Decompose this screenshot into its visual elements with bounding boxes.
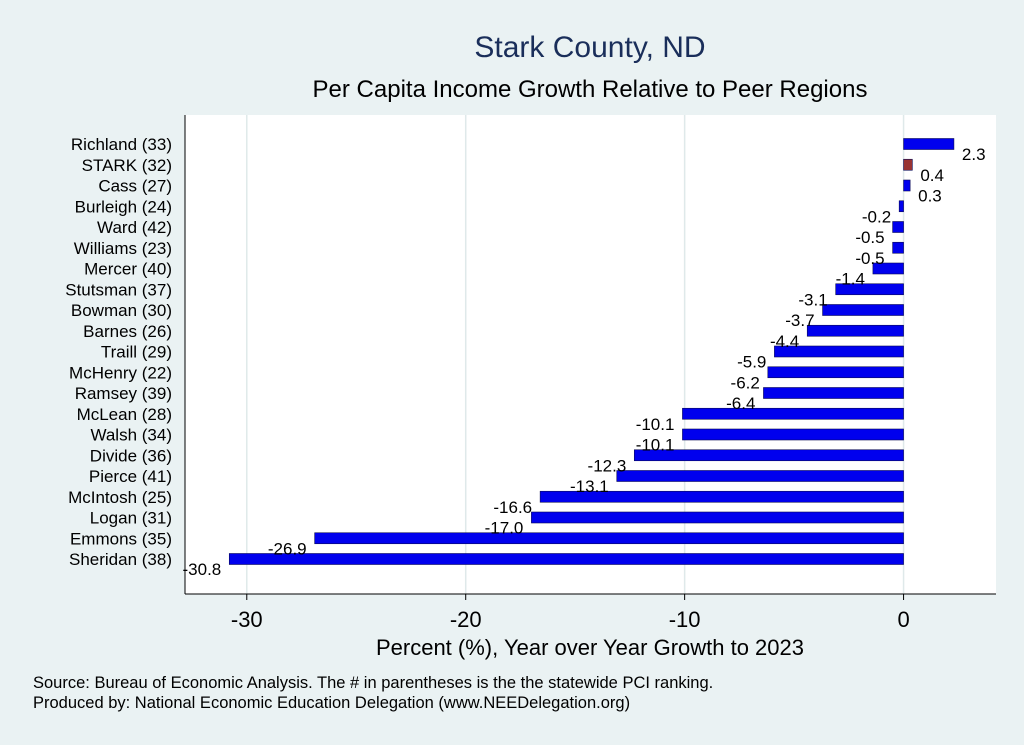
bar [806, 324, 904, 337]
category-label: Walsh (34) [90, 426, 172, 445]
category-label: Ward (42) [97, 218, 172, 237]
bar [872, 262, 904, 275]
category-label: STARK (32) [82, 156, 172, 175]
bar [539, 490, 904, 503]
value-label: -3.1 [798, 290, 827, 309]
category-label: Ramsey (39) [75, 384, 172, 403]
x-axis-label: Percent (%), Year over Year Growth to 20… [376, 635, 804, 660]
bar [898, 200, 904, 213]
x-tick-label: 0 [897, 607, 909, 632]
value-label: -30.8 [183, 560, 222, 579]
chart-subtitle: Per Capita Income Growth Relative to Pee… [313, 76, 868, 103]
bar [633, 449, 904, 462]
category-label: McIntosh (25) [68, 488, 172, 507]
value-label: 0.3 [918, 187, 942, 206]
x-tick-label: -20 [450, 607, 482, 632]
category-label: Mercer (40) [84, 260, 172, 279]
value-label: -6.2 [731, 373, 760, 392]
producer-note: Produced by: National Economic Education… [33, 694, 631, 712]
bar [903, 138, 955, 150]
bar [763, 387, 904, 399]
x-axis-ticks: -30 -20 -10 0 [231, 594, 910, 632]
category-labels: Richland (33) STARK (32) Cass (27)Burleigh… [65, 135, 172, 569]
value-label: 2.3 [962, 145, 986, 164]
bar [616, 470, 904, 482]
value-label: -17.0 [485, 519, 524, 538]
bars [228, 138, 955, 565]
x-tick-label: -30 [231, 607, 263, 632]
category-label: Traill (29) [101, 343, 172, 362]
value-label: -16.6 [493, 498, 532, 517]
value-label: -4.4 [770, 332, 799, 351]
value-labels: 2.3 0.4 0.3 -0.2 -0.5 -0.5 -1.4 -3.1 -3.7 -4.4-5.… [183, 145, 986, 579]
bar [682, 407, 904, 420]
value-label: 0.4 [920, 166, 944, 185]
category-label: McHenry (22) [69, 363, 172, 382]
value-label: -1.4 [836, 270, 865, 289]
category-label: Bowman (30) [71, 301, 172, 320]
category-label: Pierce (41) [89, 467, 172, 486]
value-label: -5.9 [737, 353, 766, 372]
value-label: -0.5 [855, 228, 884, 247]
value-label: -13.1 [570, 477, 609, 496]
value-label: -10.1 [636, 415, 675, 434]
bar [531, 511, 904, 524]
value-label: -26.9 [268, 539, 307, 558]
value-label: -6.4 [726, 394, 755, 413]
category-label: Williams (23) [74, 239, 172, 258]
source-note: Source: Bureau of Economic Analysis. The… [33, 674, 714, 692]
chart-title: Stark County, ND [474, 31, 705, 64]
bar [892, 241, 904, 254]
bar [892, 221, 904, 233]
category-label: McLean (28) [77, 405, 172, 424]
category-label: Divide (36) [90, 446, 172, 465]
bar [822, 304, 904, 316]
value-label: -0.2 [862, 207, 891, 226]
bar [903, 158, 913, 171]
value-label: -0.5 [855, 249, 884, 268]
bar [774, 345, 904, 358]
value-label: -10.1 [636, 436, 675, 455]
category-label: Logan (31) [90, 509, 172, 528]
category-label: Barnes (26) [83, 322, 172, 341]
category-label: Emmons (35) [70, 529, 172, 548]
bar [767, 366, 904, 379]
value-label: -3.7 [785, 311, 814, 330]
x-tick-label: -10 [669, 607, 701, 632]
category-label: Burleigh (24) [75, 197, 172, 216]
category-label: Sheridan (38) [69, 550, 172, 569]
category-label: Stutsman (37) [65, 280, 172, 299]
bar [835, 283, 904, 296]
bar [682, 428, 904, 441]
bar [228, 553, 904, 565]
bar [314, 532, 904, 545]
bar [903, 179, 911, 192]
category-label: Cass (27) [98, 177, 172, 196]
category-label: Richland (33) [71, 135, 172, 154]
value-label: -12.3 [588, 456, 627, 475]
